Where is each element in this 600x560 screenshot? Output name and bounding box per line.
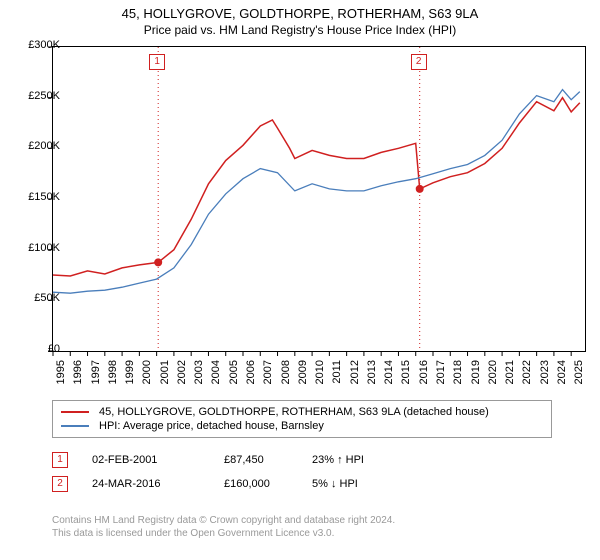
x-tick-label: 1998 [107, 360, 119, 400]
footer-line: This data is licensed under the Open Gov… [52, 527, 395, 540]
x-tick-label: 2016 [418, 360, 430, 400]
x-tick-label: 2005 [228, 360, 240, 400]
legend-label: 45, HOLLYGROVE, GOLDTHORPE, ROTHERHAM, S… [99, 406, 489, 418]
x-tick-label: 2024 [556, 360, 568, 400]
y-tick-label: £300K [10, 39, 60, 51]
y-tick-label: £0 [10, 343, 60, 355]
legend-item: 45, HOLLYGROVE, GOLDTHORPE, ROTHERHAM, S… [61, 405, 543, 419]
x-tick-label: 2025 [573, 360, 585, 400]
y-tick-label: £100K [10, 242, 60, 254]
x-tick-label: 2017 [435, 360, 447, 400]
legend: 45, HOLLYGROVE, GOLDTHORPE, ROTHERHAM, S… [52, 400, 552, 438]
x-tick-label: 2015 [400, 360, 412, 400]
chart-plot-area [52, 46, 586, 352]
chart-title: 45, HOLLYGROVE, GOLDTHORPE, ROTHERHAM, S… [0, 0, 600, 21]
x-tick-label: 1996 [72, 360, 84, 400]
x-tick-label: 2014 [383, 360, 395, 400]
transaction-delta: 23% ↑ HPI [312, 454, 444, 466]
x-tick-label: 2022 [521, 360, 533, 400]
transaction-delta: 5% ↓ HPI [312, 478, 444, 490]
x-tick-label: 2020 [487, 360, 499, 400]
footer-attribution: Contains HM Land Registry data © Crown c… [52, 514, 395, 540]
transaction-price: £160,000 [224, 478, 312, 490]
transaction-date: 24-MAR-2016 [92, 478, 224, 490]
x-tick-label: 2023 [539, 360, 551, 400]
legend-swatch [61, 425, 89, 427]
transaction-date: 02-FEB-2001 [92, 454, 224, 466]
x-tick-label: 2002 [176, 360, 188, 400]
transaction-row: 2 24-MAR-2016 £160,000 5% ↓ HPI [52, 472, 444, 496]
x-tick-label: 2007 [262, 360, 274, 400]
x-tick-label: 1997 [90, 360, 102, 400]
y-tick-label: £150K [10, 191, 60, 203]
x-tick-label: 2009 [297, 360, 309, 400]
x-tick-label: 2019 [470, 360, 482, 400]
transaction-price: £87,450 [224, 454, 312, 466]
x-tick-label: 2000 [141, 360, 153, 400]
chart-svg [53, 47, 585, 351]
transaction-row: 1 02-FEB-2001 £87,450 23% ↑ HPI [52, 448, 444, 472]
x-tick-label: 2011 [331, 360, 343, 400]
x-tick-label: 2013 [366, 360, 378, 400]
x-tick-label: 2012 [349, 360, 361, 400]
x-tick-label: 2018 [452, 360, 464, 400]
legend-item: HPI: Average price, detached house, Barn… [61, 419, 543, 433]
x-tick-label: 2021 [504, 360, 516, 400]
y-tick-label: £250K [10, 90, 60, 102]
footer-line: Contains HM Land Registry data © Crown c… [52, 514, 395, 527]
x-tick-label: 1995 [55, 360, 67, 400]
x-tick-label: 2003 [193, 360, 205, 400]
transaction-marker: 2 [52, 476, 68, 492]
x-tick-label: 1999 [124, 360, 136, 400]
legend-swatch [61, 411, 89, 413]
x-tick-label: 2008 [280, 360, 292, 400]
vline-marker: 2 [411, 54, 427, 70]
x-tick-label: 2001 [159, 360, 171, 400]
y-tick-label: £200K [10, 140, 60, 152]
legend-label: HPI: Average price, detached house, Barn… [99, 420, 324, 432]
x-tick-label: 2006 [245, 360, 257, 400]
vline-marker: 1 [149, 54, 165, 70]
y-tick-label: £50K [10, 292, 60, 304]
transaction-marker: 1 [52, 452, 68, 468]
transaction-table: 1 02-FEB-2001 £87,450 23% ↑ HPI 2 24-MAR… [52, 448, 444, 496]
x-tick-label: 2010 [314, 360, 326, 400]
chart-subtitle: Price paid vs. HM Land Registry's House … [0, 21, 600, 43]
x-tick-label: 2004 [210, 360, 222, 400]
